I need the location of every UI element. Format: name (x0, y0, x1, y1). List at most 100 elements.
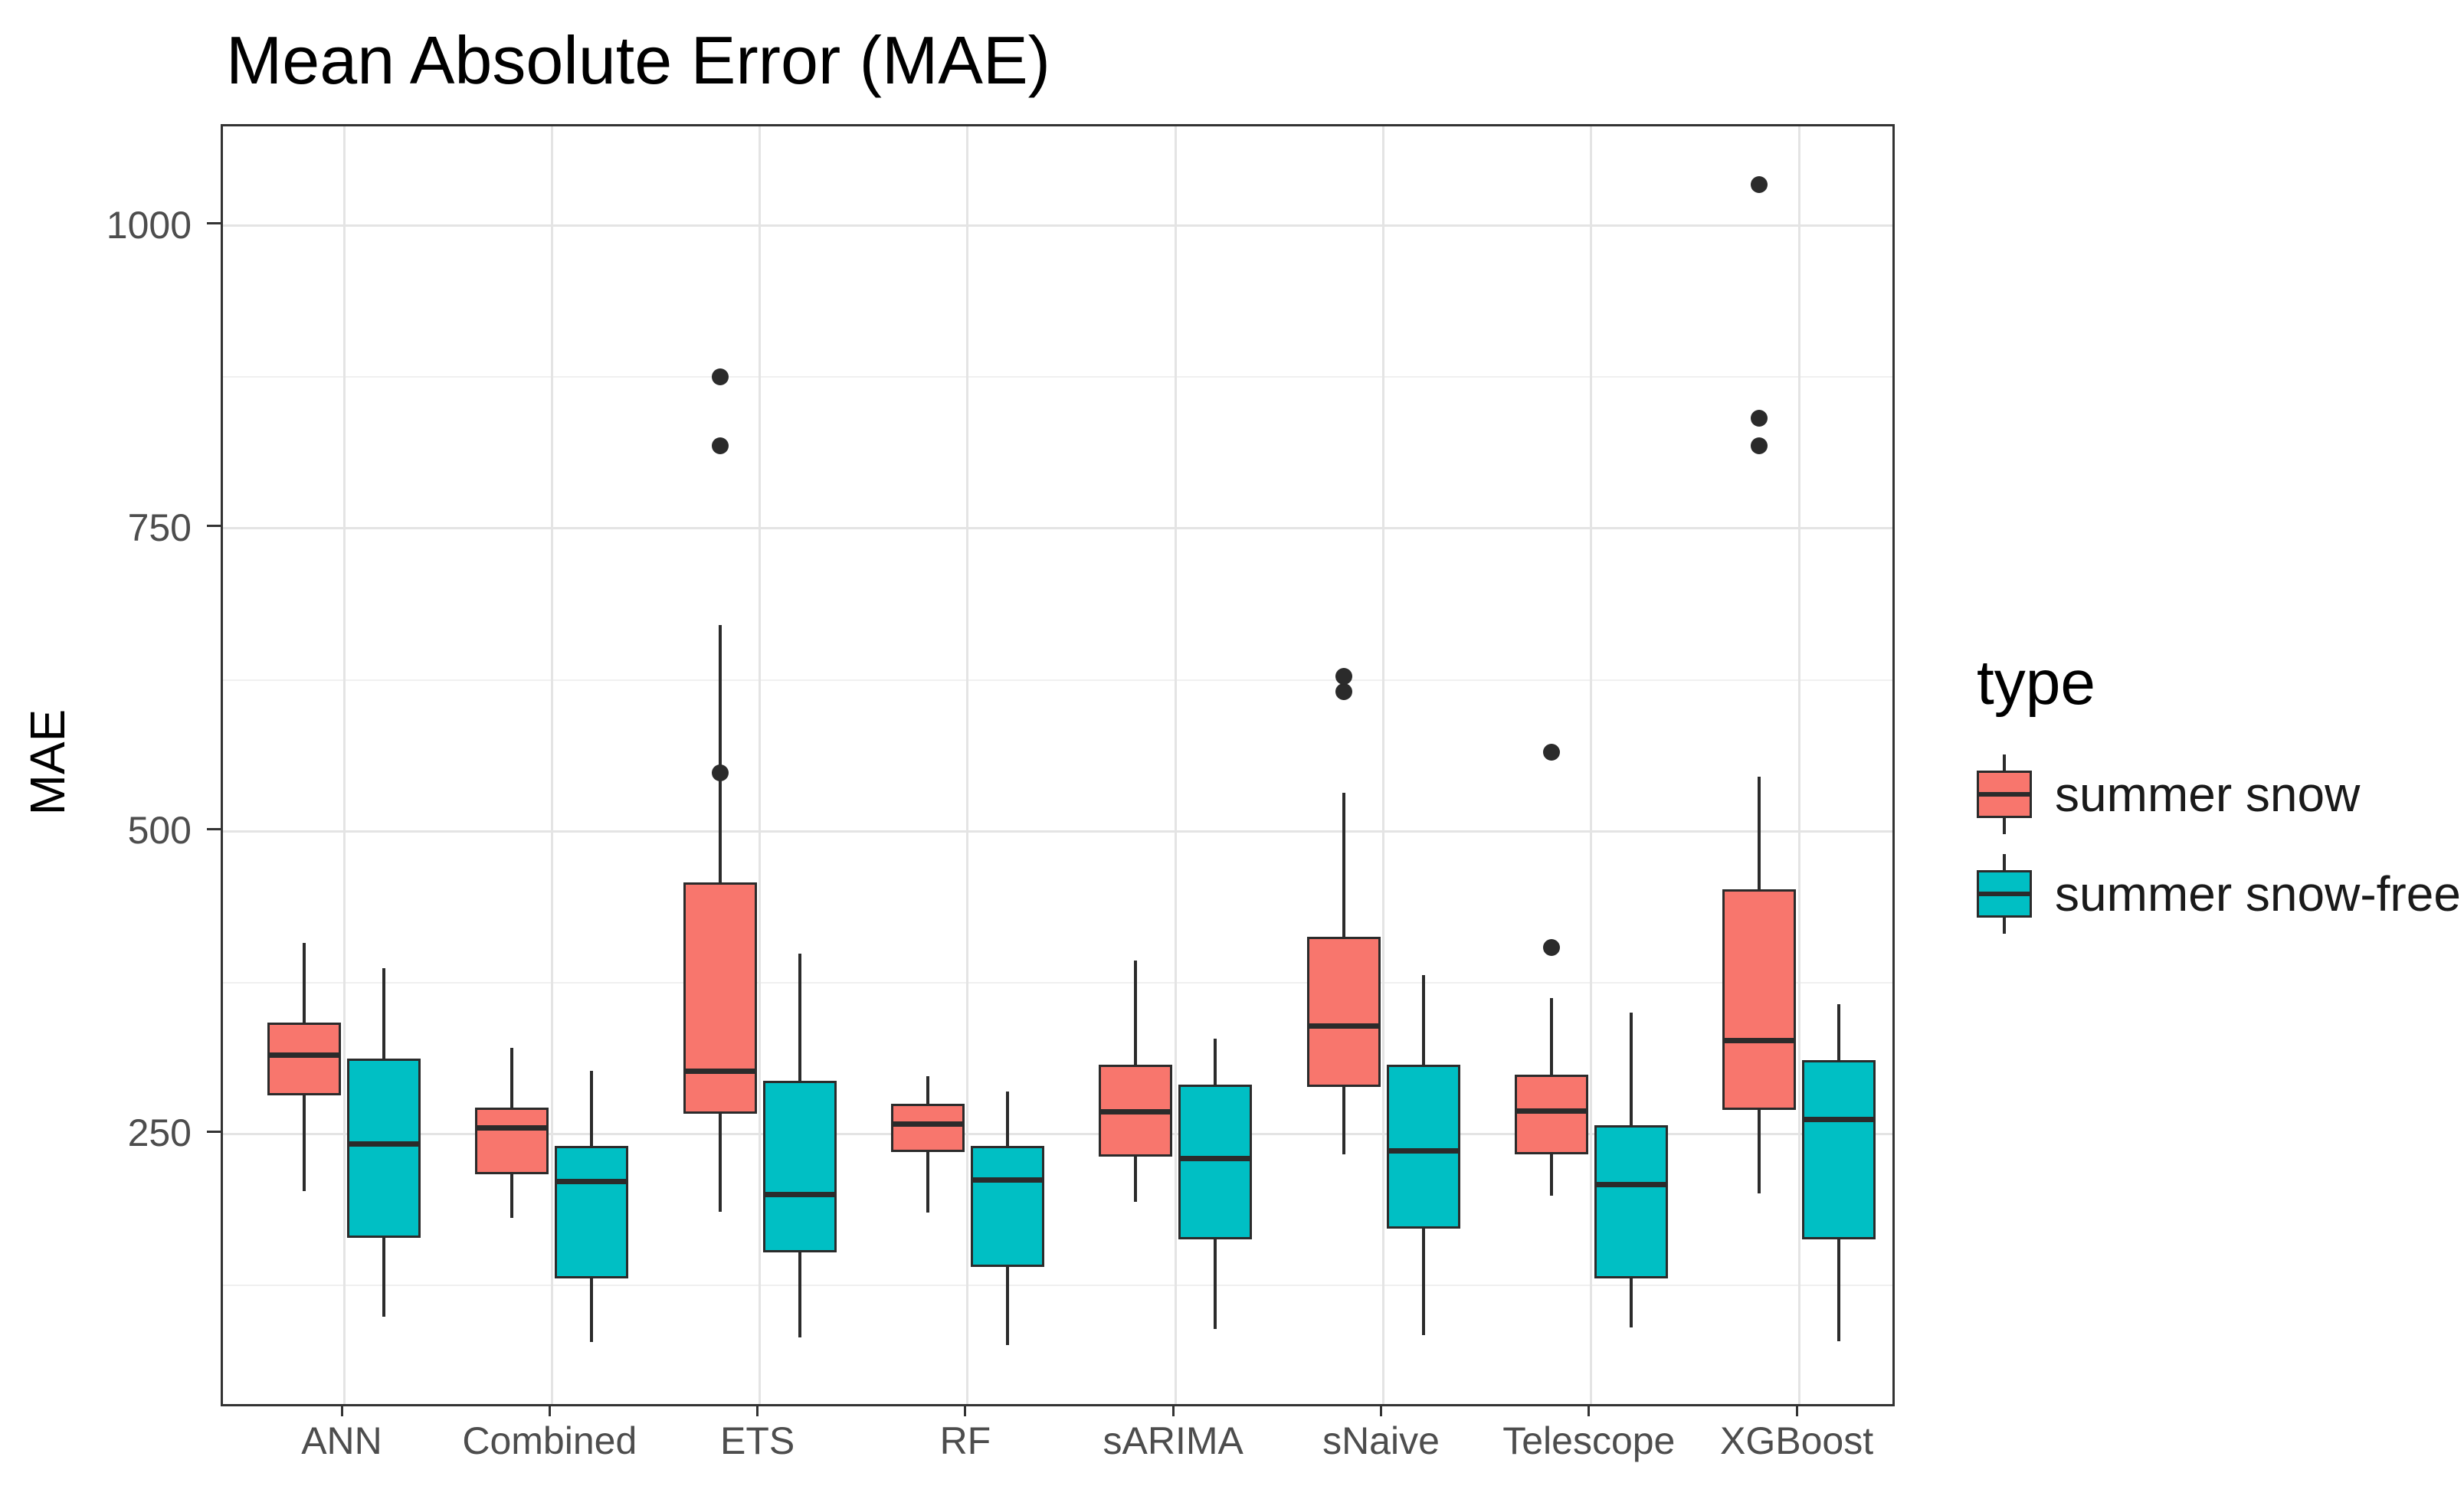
box-sARIMA-summer-snow-free (1178, 1084, 1253, 1239)
y-tick-label: 1000 (106, 203, 192, 247)
vertical-gridline (1174, 126, 1177, 1404)
vertical-gridline (1382, 126, 1384, 1404)
upper-whisker-sARIMA-summer-snow (1134, 961, 1138, 1065)
minor-gridline (223, 376, 1892, 378)
outlier-dot-ETS-summer-snow (711, 437, 729, 455)
y-axis-title: MAE (20, 709, 75, 816)
lower-whisker-XGBoost-summer-snow-free (1837, 1239, 1841, 1341)
outlier-dot-XGBoost-summer-snow (1751, 410, 1768, 427)
outlier-dot-sNaive-summer-snow (1335, 667, 1352, 685)
lower-whisker-sARIMA-summer-snow (1134, 1157, 1138, 1202)
x-tick-label-XGBoost: XGBoost (1720, 1419, 1874, 1462)
median-Telescope-summer-snow (1514, 1108, 1588, 1114)
lower-whisker-sARIMA-summer-snow-free (1214, 1239, 1217, 1329)
upper-whisker-sNaive-summer-snow-free (1421, 975, 1425, 1065)
upper-whisker-ANN-summer-snow-free (382, 967, 385, 1059)
y-tick-label: 750 (127, 506, 192, 549)
upper-whisker-sNaive-summer-snow (1342, 792, 1345, 937)
box-ETS-summer-snow-free (762, 1080, 837, 1253)
median-ETS-summer-snow (683, 1068, 757, 1074)
median-XGBoost-summer-snow (1722, 1038, 1797, 1044)
x-tick-label-Telescope: Telescope (1502, 1419, 1676, 1462)
y-tick-mark (207, 222, 221, 225)
upper-whisker-Combined-summer-snow (510, 1048, 514, 1108)
boxplot-key-icon (1977, 754, 2032, 834)
upper-whisker-ETS-summer-snow-free (798, 953, 801, 1081)
outlier-dot-sNaive-summer-snow (1335, 683, 1352, 701)
outlier-dot-ETS-summer-snow (711, 368, 729, 386)
lower-whisker-sNaive-summer-snow-free (1421, 1228, 1425, 1335)
lower-whisker-Telescope-summer-snow (1549, 1154, 1553, 1196)
x-tick-label-Combined: Combined (462, 1419, 637, 1462)
lower-whisker-Combined-summer-snow (510, 1173, 514, 1218)
minor-gridline (223, 981, 1892, 984)
median-ANN-summer-snow-free (347, 1141, 421, 1147)
vertical-gridline (342, 126, 346, 1404)
legend-title: type (1977, 648, 2095, 718)
median-sARIMA-summer-snow-free (1178, 1155, 1253, 1161)
lower-whisker-RF-summer-snow-free (1005, 1267, 1009, 1345)
x-tick-mark (548, 1404, 551, 1416)
x-tick-label-ANN: ANN (301, 1419, 382, 1462)
upper-whisker-RF-summer-snow (926, 1075, 929, 1104)
outlier-dot-XGBoost-summer-snow (1751, 175, 1768, 193)
upper-whisker-Telescope-summer-snow-free (1629, 1013, 1633, 1126)
x-tick-label-RF: RF (939, 1419, 991, 1462)
major-gridline (223, 224, 1892, 227)
y-tick-label: 250 (127, 1111, 192, 1155)
x-tick-mark (1380, 1404, 1382, 1416)
x-tick-mark (1795, 1404, 1798, 1416)
lower-whisker-Telescope-summer-snow-free (1629, 1278, 1633, 1328)
lower-whisker-ANN-summer-snow-free (382, 1238, 385, 1317)
x-tick-mark (1588, 1404, 1591, 1416)
box-Combined-summer-snow (475, 1107, 549, 1174)
median-ETS-summer-snow-free (762, 1191, 837, 1197)
upper-whisker-sARIMA-summer-snow-free (1214, 1038, 1217, 1085)
box-XGBoost-summer-snow-free (1802, 1059, 1876, 1239)
box-XGBoost-summer-snow (1722, 889, 1797, 1110)
upper-whisker-XGBoost-summer-snow-free (1837, 1004, 1841, 1060)
vertical-gridline (1797, 126, 1800, 1404)
median-sARIMA-summer-snow (1099, 1109, 1173, 1115)
box-sNaive-summer-snow (1306, 936, 1381, 1087)
legend: type summer snow summer snow-free (1977, 647, 2461, 934)
chart-title: Mean Absolute Error (MAE) (226, 22, 1050, 98)
major-gridline (223, 1132, 1892, 1135)
outlier-dot-XGBoost-summer-snow (1751, 437, 1768, 455)
box-sNaive-summer-snow-free (1386, 1065, 1460, 1229)
vertical-gridline (759, 126, 762, 1404)
upper-whisker-Telescope-summer-snow (1549, 998, 1553, 1075)
y-tick-mark (207, 1130, 221, 1133)
median-RF-summer-snow-free (970, 1177, 1044, 1183)
upper-whisker-RF-summer-snow-free (1005, 1092, 1009, 1147)
box-ETS-summer-snow (683, 882, 757, 1114)
x-tick-label-ETS: ETS (719, 1419, 795, 1462)
boxplot-key-icon (1977, 854, 2032, 934)
median-Combined-summer-snow (475, 1125, 549, 1131)
outlier-dot-Telescope-summer-snow (1542, 938, 1560, 956)
box-RF-summer-snow-free (970, 1146, 1044, 1268)
legend-label: summer snow (2055, 767, 2361, 822)
median-sNaive-summer-snow-free (1386, 1148, 1460, 1154)
x-tick-mark (756, 1404, 759, 1416)
vertical-gridline (966, 126, 969, 1404)
minor-gridline (223, 1285, 1892, 1287)
upper-whisker-XGBoost-summer-snow (1758, 777, 1761, 890)
median-ANN-summer-snow (267, 1052, 341, 1059)
legend-label: summer snow-free (2055, 866, 2461, 921)
median-RF-summer-snow (890, 1121, 965, 1128)
box-RF-summer-snow (890, 1103, 965, 1153)
upper-whisker-Combined-summer-snow-free (590, 1071, 594, 1147)
lower-whisker-ANN-summer-snow (303, 1095, 306, 1191)
box-Telescope-summer-snow (1514, 1074, 1588, 1155)
y-tick-mark (207, 525, 221, 528)
lower-whisker-XGBoost-summer-snow (1758, 1109, 1761, 1193)
legend-item-summer-snow: summer snow (1977, 754, 2461, 834)
y-tick-mark (207, 827, 221, 830)
minor-gridline (223, 679, 1892, 681)
upper-whisker-ANN-summer-snow (303, 942, 306, 1023)
major-gridline (223, 527, 1892, 530)
median-sNaive-summer-snow (1306, 1023, 1381, 1029)
vertical-gridline (550, 126, 553, 1404)
